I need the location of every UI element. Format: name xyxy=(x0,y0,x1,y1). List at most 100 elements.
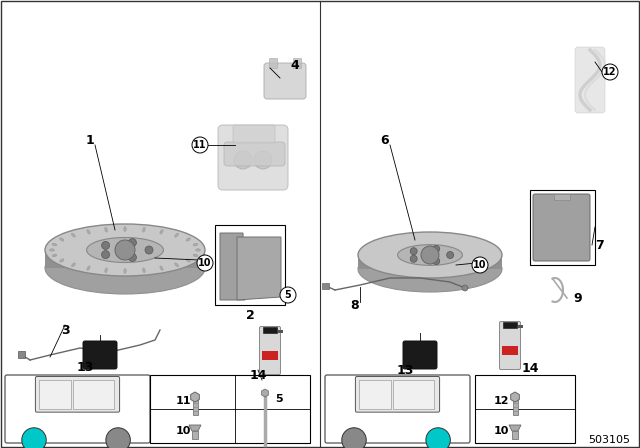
Text: 7: 7 xyxy=(596,238,604,251)
Ellipse shape xyxy=(72,233,76,237)
Text: 10: 10 xyxy=(493,426,509,436)
Circle shape xyxy=(462,285,468,291)
Ellipse shape xyxy=(195,249,200,251)
Bar xyxy=(359,380,391,409)
Ellipse shape xyxy=(160,229,163,234)
Polygon shape xyxy=(45,250,205,268)
Ellipse shape xyxy=(87,229,90,234)
Bar xyxy=(513,399,518,415)
Ellipse shape xyxy=(72,263,76,267)
Circle shape xyxy=(102,250,109,258)
FancyBboxPatch shape xyxy=(259,327,280,375)
Circle shape xyxy=(472,257,488,273)
Circle shape xyxy=(410,255,417,262)
Text: 14: 14 xyxy=(249,369,267,382)
FancyBboxPatch shape xyxy=(224,142,285,166)
Text: 10: 10 xyxy=(198,258,212,268)
Bar xyxy=(74,380,114,409)
Ellipse shape xyxy=(52,254,57,257)
Circle shape xyxy=(447,251,454,258)
Circle shape xyxy=(342,428,366,448)
Ellipse shape xyxy=(105,227,108,232)
Polygon shape xyxy=(509,425,521,431)
Circle shape xyxy=(102,241,109,250)
Ellipse shape xyxy=(52,243,57,246)
Bar xyxy=(293,58,301,68)
Text: 14: 14 xyxy=(521,362,539,375)
Circle shape xyxy=(254,151,272,169)
Bar xyxy=(262,350,278,360)
FancyBboxPatch shape xyxy=(35,376,120,412)
Text: 5: 5 xyxy=(285,290,291,300)
Ellipse shape xyxy=(87,266,90,271)
Bar xyxy=(39,380,71,409)
Text: 13: 13 xyxy=(76,361,93,374)
Text: 2: 2 xyxy=(246,309,254,322)
Circle shape xyxy=(129,254,136,262)
Circle shape xyxy=(421,246,439,264)
FancyBboxPatch shape xyxy=(575,47,605,113)
Circle shape xyxy=(433,246,440,252)
Circle shape xyxy=(197,255,213,271)
FancyBboxPatch shape xyxy=(233,125,275,143)
FancyBboxPatch shape xyxy=(83,341,117,369)
Text: 12: 12 xyxy=(493,396,509,406)
Circle shape xyxy=(426,428,451,448)
Polygon shape xyxy=(220,233,245,300)
Bar xyxy=(394,380,434,409)
Polygon shape xyxy=(237,237,281,300)
Ellipse shape xyxy=(160,266,163,271)
Ellipse shape xyxy=(193,243,198,246)
Text: 9: 9 xyxy=(573,292,582,305)
Ellipse shape xyxy=(186,259,191,262)
FancyBboxPatch shape xyxy=(218,125,288,190)
Text: 6: 6 xyxy=(381,134,389,146)
Text: 11: 11 xyxy=(175,396,191,406)
FancyBboxPatch shape xyxy=(264,63,306,99)
Ellipse shape xyxy=(60,259,64,262)
Bar xyxy=(150,375,310,443)
Ellipse shape xyxy=(193,254,198,257)
Bar xyxy=(518,325,524,328)
Polygon shape xyxy=(189,425,201,431)
Text: 4: 4 xyxy=(291,59,300,72)
Circle shape xyxy=(192,137,208,153)
Bar xyxy=(530,190,595,265)
Circle shape xyxy=(280,287,296,303)
Bar xyxy=(512,431,518,439)
Bar xyxy=(193,399,198,415)
Ellipse shape xyxy=(86,237,163,263)
FancyBboxPatch shape xyxy=(5,375,150,443)
Ellipse shape xyxy=(175,233,179,237)
Bar xyxy=(215,225,285,305)
Circle shape xyxy=(22,428,46,448)
Ellipse shape xyxy=(45,224,205,276)
FancyBboxPatch shape xyxy=(325,375,470,443)
FancyBboxPatch shape xyxy=(533,194,590,261)
Circle shape xyxy=(433,258,440,265)
Circle shape xyxy=(115,240,135,260)
Ellipse shape xyxy=(60,238,64,241)
Bar xyxy=(269,58,277,68)
FancyBboxPatch shape xyxy=(355,376,440,412)
Circle shape xyxy=(145,246,153,254)
Ellipse shape xyxy=(186,238,191,241)
Ellipse shape xyxy=(105,268,108,273)
Ellipse shape xyxy=(143,227,145,232)
Circle shape xyxy=(410,248,417,255)
Bar xyxy=(322,283,329,289)
Ellipse shape xyxy=(358,232,502,278)
Bar xyxy=(502,345,518,355)
FancyBboxPatch shape xyxy=(403,341,437,369)
Bar xyxy=(18,351,25,358)
Text: 3: 3 xyxy=(61,323,69,336)
Text: 12: 12 xyxy=(604,67,617,77)
Ellipse shape xyxy=(124,227,126,232)
Ellipse shape xyxy=(397,245,462,265)
Text: 11: 11 xyxy=(193,140,207,150)
Circle shape xyxy=(129,239,136,246)
Circle shape xyxy=(602,64,618,80)
Bar xyxy=(263,327,277,332)
Ellipse shape xyxy=(45,242,205,294)
Text: 10: 10 xyxy=(473,260,487,270)
